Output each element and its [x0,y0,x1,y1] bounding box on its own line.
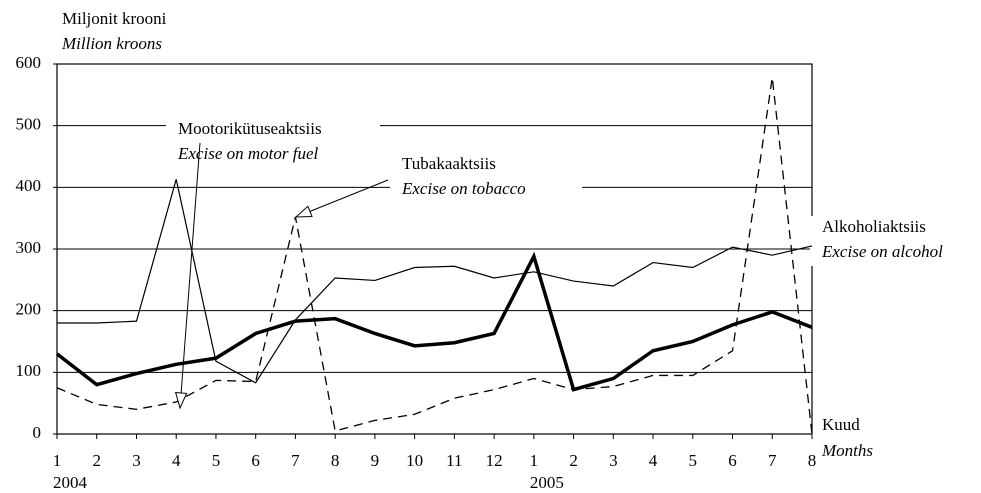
x-tick-label: 11 [446,451,462,470]
y-tick-label: 200 [16,300,42,319]
y-tick-label: 600 [16,53,42,72]
x-tick-label: 1 [53,451,62,470]
x-tick-label: 12 [486,451,503,470]
x-tick-label: 3 [132,451,141,470]
x-axis-label: Kuud [822,415,860,434]
x-tick-label: 2 [92,451,101,470]
x-tick-label: 9 [371,451,380,470]
y-tick-label: 400 [16,176,42,195]
series-label-en: Excise on motor fuel [177,144,318,163]
y-axis-label-en: Million kroons [61,34,162,53]
series-label: Mootorikütuseaktsiis [178,119,322,138]
x-tick-label: 6 [251,451,260,470]
x-tick-label: 8 [808,451,817,470]
x-tick-label: 4 [649,451,658,470]
label-background [166,118,380,168]
x-tick-label: 5 [689,451,698,470]
x-tick-label: 7 [291,451,300,470]
y-tick-label: 0 [33,423,42,442]
series-line [57,179,813,384]
x-tick-label: 4 [172,451,181,470]
arrow-head [174,392,188,410]
series-label: Alkoholiaktsiis [822,217,926,236]
x-group-label: 2005 [530,473,564,492]
x-group-label: 2004 [53,473,88,492]
y-tick-label: 100 [16,361,42,380]
x-tick-label: 5 [212,451,221,470]
x-tick-label: 6 [728,451,737,470]
series-line [56,77,813,435]
annotation-arrow [295,179,389,218]
x-tick-label: 8 [331,451,340,470]
x-tick-label: 1 [530,451,539,470]
series-line [55,251,813,392]
x-tick-label: 2 [569,451,578,470]
x-tick-label: 7 [768,451,777,470]
x-axis-label-en: Months [821,441,873,460]
label-background [390,153,582,203]
y-tick-label: 500 [16,115,42,134]
arrow-head [294,205,313,218]
label-background [810,216,981,266]
y-tick-label: 300 [16,238,42,257]
x-tick-label: 10 [406,451,423,470]
series-label: Tubakaaktsiis [402,154,496,173]
series-label-en: Excise on alcohol [821,242,943,261]
y-axis-label: Miljonit krooni [62,9,167,28]
series-label-en: Excise on tobacco [401,179,526,198]
annotation-arrow [179,142,201,409]
x-tick-label: 3 [609,451,618,470]
